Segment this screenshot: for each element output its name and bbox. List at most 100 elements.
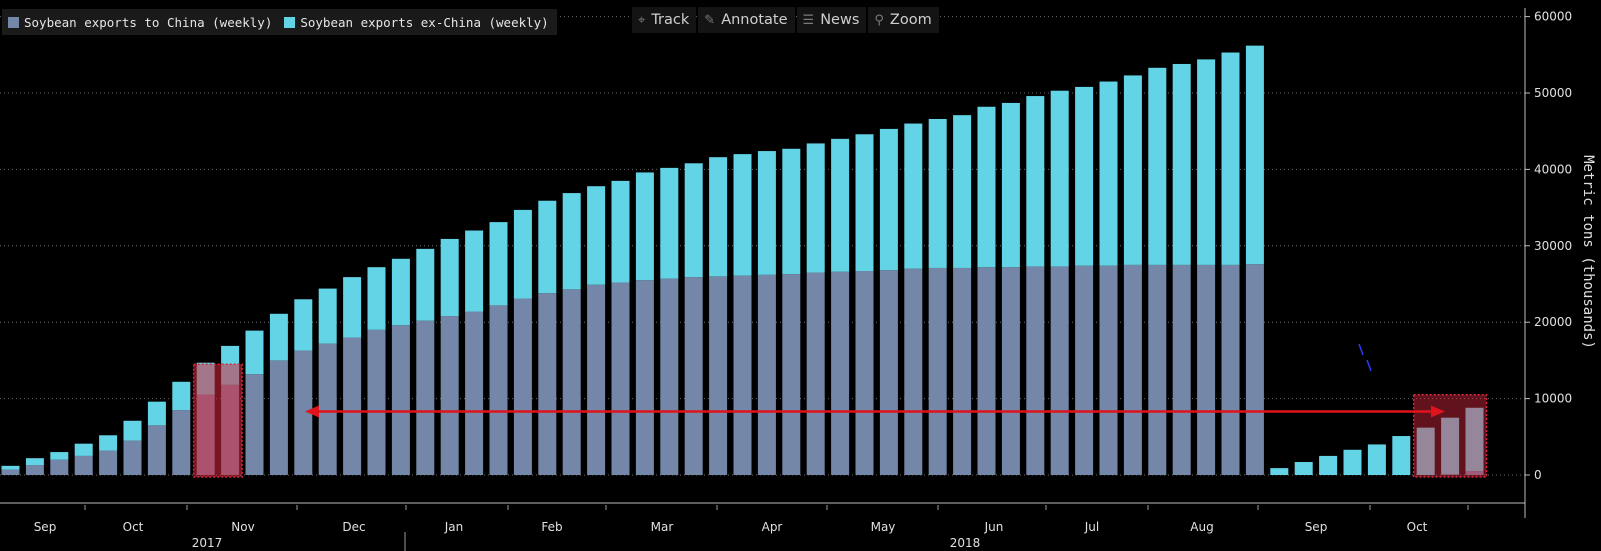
x-month-label-10: Jul: [1084, 520, 1099, 534]
x-month-label-4: Jan: [444, 520, 464, 534]
bar-china-40: [977, 267, 996, 475]
bar-exchina-37: [904, 123, 923, 269]
bar-china-41: [1001, 267, 1020, 475]
bar-china-60: [1465, 471, 1484, 475]
bar-exchina-49: [1197, 59, 1216, 265]
highlight-box-0: [192, 363, 243, 478]
bar-exchina-29: [709, 157, 728, 277]
bar-china-43: [1050, 266, 1069, 475]
x-month-label-5: Feb: [541, 520, 562, 534]
bar-china-36: [879, 270, 898, 475]
bar-china-18: [440, 316, 459, 475]
bar-china-39: [953, 267, 972, 475]
legend-item-china[interactable]: Soybean exports to China (weekly): [8, 15, 272, 30]
x-month-label-11: Aug: [1190, 520, 1213, 534]
bar-exchina-6: [147, 401, 166, 426]
y-tick-label-0: 0: [1534, 468, 1542, 482]
y-tick-label-2: 20000: [1534, 315, 1572, 329]
legend-label-exchina: Soybean exports ex-China (weekly): [300, 14, 549, 30]
bar-exchina-43: [1050, 90, 1069, 267]
stray-mark-0: [1358, 343, 1364, 356]
bar-exchina-20: [489, 222, 508, 306]
bar-exchina-16: [391, 258, 410, 326]
bar-exchina-56: [1367, 444, 1386, 475]
bar-china-34: [831, 271, 850, 475]
y-tick-label-1: 10000: [1534, 392, 1572, 406]
legend-label-china: Soybean exports to China (weekly): [24, 14, 273, 30]
bar-china-44: [1075, 265, 1094, 475]
bar-china-28: [684, 277, 703, 475]
bar-china-6: [147, 425, 166, 475]
bar-china-29: [709, 276, 728, 475]
bar-china-7: [172, 410, 191, 475]
y-axis: 0 10000 20000 30000 40000 50000 60000: [1524, 8, 1572, 518]
bar-exchina-45: [1099, 81, 1118, 266]
bar-china-12: [294, 350, 313, 475]
bar-exchina-28: [684, 163, 703, 278]
zoom-button[interactable]: ⚲ Zoom: [868, 7, 939, 33]
bar-china-0: [1, 469, 20, 475]
bar-exchina-51: [1245, 45, 1264, 265]
bar-exchina-7: [172, 381, 191, 411]
x-axis: Sep Oct Nov Dec Jan Feb Mar Apr May Jun Jul Aug Sep O…: [34, 505, 1469, 551]
stray-mark-1: [1366, 359, 1372, 372]
bar-china-1: [25, 465, 44, 475]
bar-china-46: [1123, 264, 1142, 475]
x-year-label-0: 2017: [192, 536, 223, 550]
bar-china-11: [269, 360, 288, 475]
bar-china-17: [416, 320, 435, 475]
bar-exchina-27: [660, 167, 679, 279]
x-month-label-6: Mar: [651, 520, 674, 534]
bar-china-31: [757, 274, 776, 475]
news-icon: ☰: [802, 12, 815, 28]
bar-exchina-24: [587, 186, 606, 285]
x-month-label-9: Jun: [984, 520, 1004, 534]
bar-china-38: [928, 267, 947, 475]
bar-exchina-4: [99, 435, 118, 451]
bar-china-25: [611, 282, 630, 475]
bar-china-23: [562, 289, 581, 475]
track-button[interactable]: ⌖ Track: [632, 7, 697, 33]
bar-exchina-12: [294, 299, 313, 351]
bar-exchina-50: [1221, 52, 1240, 265]
bar-exchina-3: [74, 443, 93, 456]
bar-china-32: [782, 274, 801, 475]
legend-swatch-china: [8, 16, 19, 28]
bar-china-45: [1099, 265, 1118, 475]
bar-exchina-11: [269, 313, 288, 361]
bar-exchina-58: [1416, 427, 1435, 475]
arrow-head-left: [305, 405, 319, 418]
bar-china-59: [1441, 474, 1460, 475]
bar-exchina-30: [733, 154, 752, 276]
highlight-box-1: [1412, 394, 1488, 478]
bar-exchina-59: [1441, 417, 1460, 475]
bar-exchina-22: [538, 200, 557, 294]
legend-swatch-exchina: [284, 16, 296, 28]
bar-china-30: [733, 275, 752, 475]
news-button[interactable]: ☰ News: [796, 7, 867, 33]
annotate-button[interactable]: ✎ Annotate: [698, 7, 795, 33]
bar-china-21: [513, 298, 532, 475]
bar-exchina-52: [1270, 468, 1289, 475]
bar-exchina-46: [1123, 75, 1142, 265]
y-tick-label-5: 50000: [1534, 86, 1572, 100]
bar-china-33: [806, 272, 825, 475]
bar-china-13: [318, 343, 337, 475]
y-tick-label-3: 30000: [1534, 239, 1572, 253]
crosshair-icon: ⌖: [638, 12, 646, 28]
x-month-label-8: May: [871, 520, 896, 534]
bar-china-24: [587, 284, 606, 475]
annotations: [192, 343, 1488, 478]
pencil-icon: ✎: [704, 12, 716, 28]
bar-china-37: [904, 268, 923, 475]
bar-china-49: [1197, 264, 1216, 475]
x-year-label-1: 2018: [950, 536, 981, 550]
bar-china-51: [1245, 264, 1264, 475]
bar-exchina-40: [977, 106, 996, 268]
legend-item-exchina[interactable]: Soybean exports ex-China (weekly): [284, 14, 549, 30]
bar-exchina-60: [1465, 407, 1484, 472]
x-month-label-2: Nov: [231, 520, 254, 534]
bar-exchina-0: [1, 465, 20, 470]
bar-china-35: [855, 271, 874, 475]
